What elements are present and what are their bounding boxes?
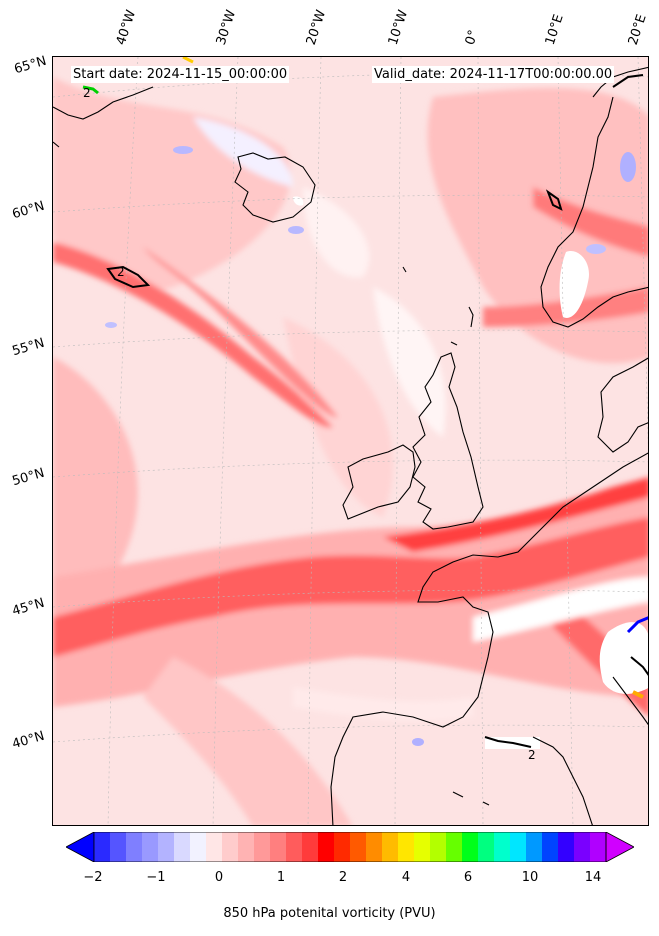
colorbar-segment [94,832,111,862]
white-patch-iberia-east [599,622,648,694]
colorbar-tick: 14 [584,870,602,885]
valid-date-label: Valid_date: 2024-11-17T00:00:00.00 [372,66,615,83]
iceland-coast [234,152,316,223]
pv-shading [53,77,648,825]
colorbar-segment [526,832,543,862]
colorbar-tick: 4 [401,870,411,885]
white-patch-norway [559,251,589,318]
colorbar-segment [142,832,159,862]
blue-spot [173,146,193,154]
colorbar-tick: −2 [83,870,103,885]
lon-label-20w: 20°W [303,8,330,47]
contour-label: 2 [528,748,536,762]
colorbar-segment [302,832,319,862]
norway-coast [540,96,648,328]
graticule [53,57,648,825]
denmark-coast [597,357,648,453]
lon-label-40w: 40°W [113,8,140,47]
colorbar-tick: 6 [463,870,473,885]
colorbar-tick: −1 [146,870,166,885]
contour-label: 2 [83,86,91,100]
colorbar-segment [206,832,223,862]
colorbar-label: 850 hPa potenital vorticity (PVU) [223,906,436,921]
lat-label-55n: 55°N [10,335,47,360]
colorbar-segment [110,832,127,862]
colorbar-segment [462,832,479,862]
colorbar-segment [158,832,175,862]
lat-label-50n: 50°N [10,465,47,490]
lat-label-60n: 60°N [10,198,47,223]
colorbar [66,832,634,862]
colorbar-segment [190,832,207,862]
great-britain-coast [412,352,484,530]
ireland-coast [342,444,416,520]
map-panel: 2 2 2 [52,56,649,826]
colorbar-outline [93,832,607,862]
colorbar-tick: 2 [338,870,348,885]
lat-label-65n: 65°N [12,53,49,78]
colorbar-segment [286,832,303,862]
colorbar-segment [510,832,527,862]
contour-label: 2 [117,265,125,279]
colorbar-tick: 1 [276,870,286,885]
pv-field-map: 2 2 2 [53,57,648,825]
continent-coast [330,452,648,825]
colorbar-segment [270,832,287,862]
pv2-contour-atlantic [106,265,151,289]
colorbar-extend-max [605,832,634,862]
colorbar-tick: 0 [214,870,224,885]
colorbar-segment [366,832,383,862]
colorbar-segment [398,832,415,862]
colorbar-extend-min [66,832,95,862]
colorbar-segment [334,832,351,862]
colorbar-segment [382,832,399,862]
pv-contours [106,74,648,748]
start-date-label: Start date: 2024-11-15_00:00:00 [71,66,290,83]
lon-label-30w: 30°W [213,8,240,47]
colorbar-segment [318,832,335,862]
colorbar-segment [446,832,463,862]
colorbar-segment [542,832,559,862]
lon-label-0: 0° [462,28,482,47]
colorbar-segment [126,832,143,862]
lon-label-20e: 20°E [625,12,650,48]
lat-label-45n: 45°N [10,595,47,620]
colorbar-segment [574,832,591,862]
colorbar-segment [174,832,191,862]
colorbar-segment [414,832,431,862]
colorbar-segment [350,832,367,862]
lat-label-40n: 40°N [10,728,47,753]
colorbar-tick: 10 [521,870,539,885]
colorbar-segment [430,832,447,862]
colorbar-segment [590,832,607,862]
colorbar-segment [254,832,271,862]
lon-label-10w: 10°W [385,8,412,47]
colorbar-segment [238,832,255,862]
colorbar-segment [558,832,575,862]
colorbar-segment [494,832,511,862]
lon-label-10e: 10°E [542,12,567,48]
colorbar-segment [222,832,239,862]
colorbar-segment [478,832,495,862]
